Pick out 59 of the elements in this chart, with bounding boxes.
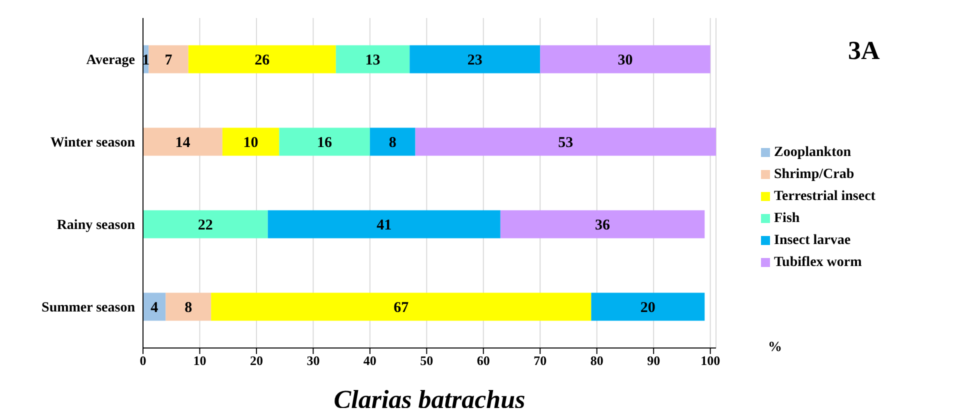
legend-label: Fish: [774, 211, 800, 226]
data-label: 20: [640, 300, 656, 316]
bar: [143, 210, 268, 238]
x-tick-label: 60: [476, 353, 490, 368]
bar: [500, 210, 705, 238]
data-label: 36: [595, 218, 611, 234]
x-tick-label: 80: [590, 353, 604, 368]
y-tick-label: Average: [86, 53, 135, 68]
y-tick-label: Summer season: [42, 300, 136, 316]
bar: [188, 45, 336, 74]
data-label: 26: [254, 52, 270, 69]
bar: [143, 292, 166, 321]
bar: [268, 210, 500, 238]
bar: [166, 292, 212, 321]
data-label: 8: [184, 300, 192, 316]
x-tick-label: 0: [140, 353, 146, 368]
data-label: 1: [142, 52, 150, 69]
bar: [211, 292, 592, 321]
data-label: 41: [376, 218, 392, 234]
data-label: 13: [365, 52, 380, 69]
data-label: 67: [394, 300, 410, 316]
x-tick-label: 40: [363, 353, 376, 368]
y-tick-label: Winter season: [50, 136, 136, 151]
x-tick-label: 10: [193, 353, 206, 368]
bar: [410, 45, 540, 74]
data-label: 7: [164, 52, 173, 69]
data-label: 16: [317, 135, 333, 152]
data-label: 53: [558, 135, 574, 152]
legend-label: Terrestrial insect: [774, 189, 876, 204]
legend-label: Insect larvae: [774, 233, 851, 248]
bar: [143, 128, 222, 156]
data-label: 8: [388, 135, 396, 152]
x-axis-title: Clarias batrachus: [334, 385, 526, 414]
data-label: 14: [175, 135, 191, 152]
legend-label: Shrimp/Crab: [774, 167, 854, 182]
bar: [415, 128, 716, 156]
bar: [540, 45, 710, 74]
bar: [279, 128, 370, 156]
y-tick-label: Rainy season: [56, 218, 136, 234]
text: 3A: [848, 36, 880, 66]
data-label: 23: [467, 52, 482, 69]
x-tick-label: 30: [306, 353, 320, 368]
data-label: 22: [198, 218, 213, 234]
data-label: 30: [618, 52, 633, 69]
bar: [222, 128, 280, 156]
legend-label: Tubiflex worm: [774, 255, 862, 270]
legend-label: Zooplankton: [774, 145, 852, 160]
x-tick-label: 50: [420, 353, 434, 368]
data-label: 10: [243, 135, 258, 152]
bar: [591, 292, 705, 321]
x-tick-label: 100: [700, 353, 720, 368]
text: %: [768, 340, 782, 356]
x-tick-label: 90: [647, 353, 660, 368]
x-tick-label: 70: [534, 353, 547, 368]
bar: [336, 45, 410, 74]
x-tick-label: 20: [250, 353, 263, 368]
data-label: 4: [150, 300, 159, 316]
bar: [370, 128, 416, 156]
bar: [148, 45, 188, 74]
